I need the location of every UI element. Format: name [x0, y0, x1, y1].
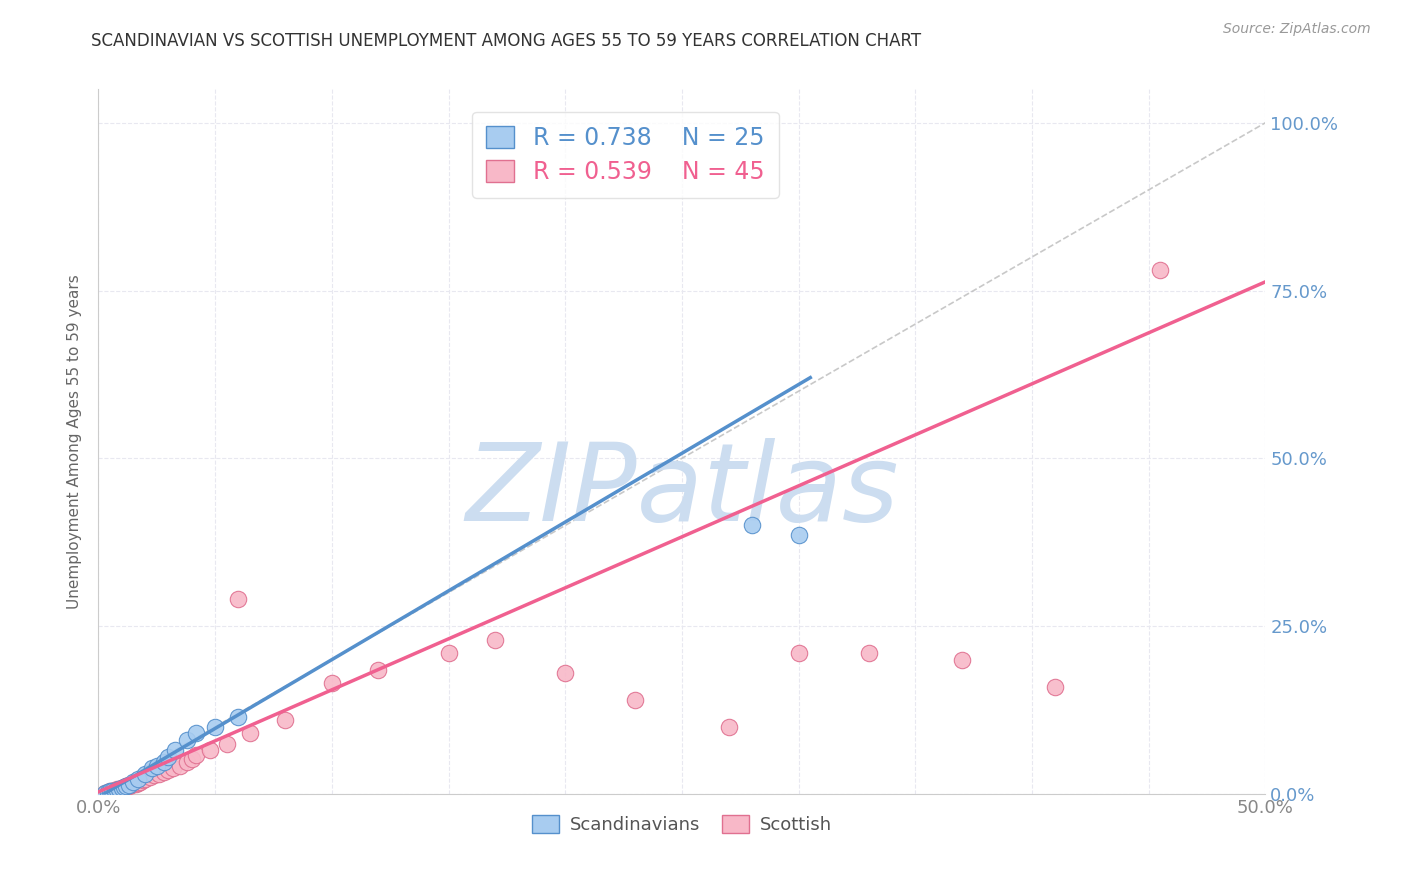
Point	[98, 784, 121, 798]
Point	[141, 761, 163, 775]
Point	[111, 780, 134, 795]
Point	[624, 693, 647, 707]
Point	[139, 770, 162, 784]
Point	[143, 768, 166, 782]
Text: Source: ZipAtlas.com: Source: ZipAtlas.com	[1223, 22, 1371, 37]
Point	[787, 646, 810, 660]
Y-axis label: Unemployment Among Ages 55 to 59 years: Unemployment Among Ages 55 to 59 years	[67, 274, 83, 609]
Point	[134, 766, 156, 780]
Point	[111, 780, 134, 795]
Point	[157, 764, 180, 778]
Point	[169, 758, 191, 772]
Point	[97, 785, 120, 799]
Point	[165, 743, 187, 757]
Point	[94, 785, 117, 799]
Point	[239, 726, 262, 740]
Point	[1149, 263, 1171, 277]
Point	[108, 781, 131, 796]
Point	[148, 766, 170, 780]
Point	[134, 772, 156, 786]
Point	[186, 726, 208, 740]
Point	[118, 779, 141, 793]
Point	[176, 755, 198, 769]
Point	[200, 743, 222, 757]
Point	[105, 782, 128, 797]
Point	[162, 761, 184, 775]
Point	[157, 750, 180, 764]
Point	[122, 777, 145, 791]
Point	[115, 780, 138, 794]
Point	[741, 518, 763, 533]
Point	[176, 733, 198, 747]
Point	[146, 758, 169, 772]
Point	[115, 779, 138, 793]
Point	[186, 747, 208, 762]
Point	[104, 783, 127, 797]
Point	[97, 785, 120, 799]
Text: ZIPatlas: ZIPatlas	[465, 438, 898, 543]
Text: SCANDINAVIAN VS SCOTTISH UNEMPLOYMENT AMONG AGES 55 TO 59 YEARS CORRELATION CHAR: SCANDINAVIAN VS SCOTTISH UNEMPLOYMENT AM…	[91, 32, 921, 50]
Point	[127, 772, 149, 786]
Point	[484, 632, 506, 647]
Point	[101, 783, 124, 797]
Point	[104, 782, 127, 797]
Point	[367, 663, 389, 677]
Point	[152, 765, 174, 780]
Point	[120, 778, 142, 792]
Point	[105, 782, 128, 797]
Point	[132, 773, 155, 788]
Point	[204, 720, 226, 734]
Point	[94, 785, 117, 799]
Point	[787, 528, 810, 542]
Point	[228, 592, 250, 607]
Point	[108, 781, 131, 796]
Point	[321, 676, 343, 690]
Point	[950, 653, 973, 667]
Legend: Scandinavians, Scottish: Scandinavians, Scottish	[524, 808, 839, 841]
Point	[125, 777, 148, 791]
Point	[98, 784, 121, 798]
Point	[122, 774, 145, 789]
Point	[1045, 680, 1067, 694]
Point	[215, 737, 238, 751]
Point	[554, 666, 576, 681]
Point	[112, 780, 135, 794]
Point	[228, 709, 250, 723]
Point	[129, 774, 152, 789]
Point	[118, 778, 141, 792]
Point	[858, 646, 880, 660]
Point	[274, 713, 297, 727]
Point	[437, 646, 460, 660]
Point	[112, 780, 135, 794]
Point	[717, 720, 740, 734]
Point	[152, 755, 174, 769]
Point	[101, 783, 124, 797]
Point	[127, 776, 149, 790]
Point	[180, 752, 202, 766]
